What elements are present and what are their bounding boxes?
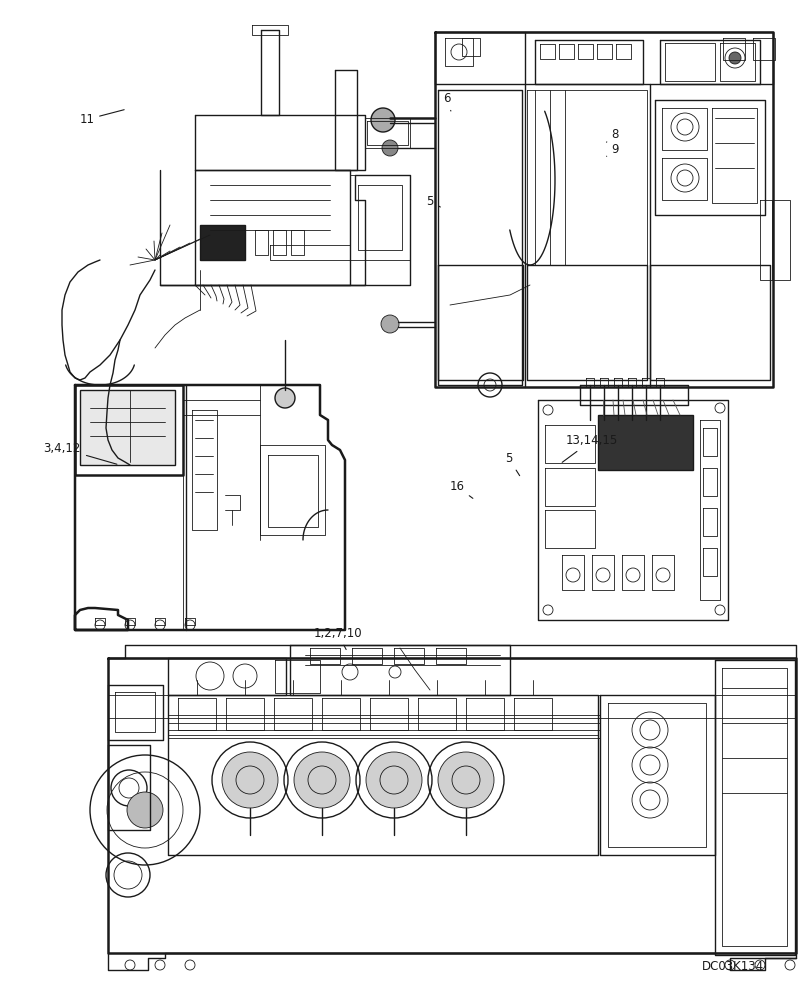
Text: 16: 16: [449, 480, 473, 498]
Text: 5: 5: [426, 195, 440, 208]
Circle shape: [382, 140, 398, 156]
Circle shape: [729, 52, 741, 64]
Text: 3,4,12: 3,4,12: [44, 442, 117, 464]
Bar: [200, 225, 245, 260]
Text: 1,2,7,10: 1,2,7,10: [314, 627, 362, 650]
Text: 13,14,15: 13,14,15: [562, 434, 618, 462]
Circle shape: [438, 752, 494, 808]
Circle shape: [294, 752, 350, 808]
Text: DC03K134: DC03K134: [702, 960, 764, 973]
Circle shape: [381, 315, 399, 333]
Text: 8: 8: [607, 128, 619, 142]
Circle shape: [275, 388, 295, 408]
Text: 5: 5: [505, 452, 520, 476]
Text: 11: 11: [79, 110, 124, 126]
Circle shape: [366, 752, 422, 808]
Circle shape: [222, 752, 278, 808]
Bar: [80, 390, 175, 465]
Circle shape: [371, 108, 395, 132]
Text: 6: 6: [443, 92, 451, 111]
Bar: [598, 415, 693, 470]
Circle shape: [127, 792, 163, 828]
Text: 9: 9: [607, 143, 619, 156]
